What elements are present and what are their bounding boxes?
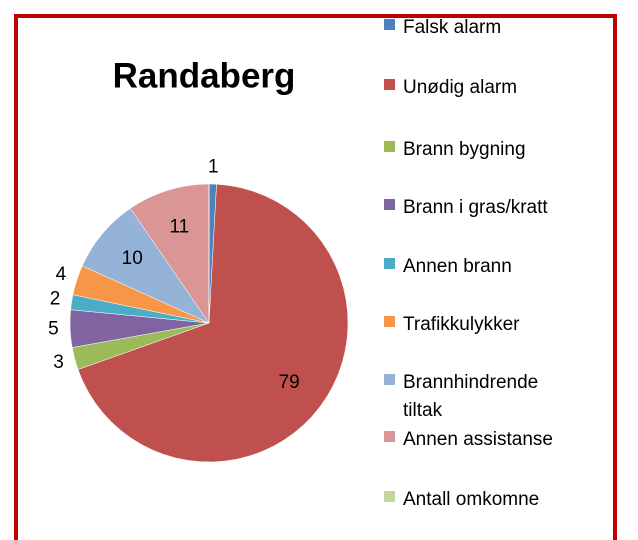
data-label: 10 [122,248,143,269]
legend-swatch [384,199,395,210]
legend-entry: Brann bygning [384,136,573,164]
pie-slice [130,183,210,324]
legend-label: Antall omkomne [403,489,540,510]
chart-title: Randaberg [113,56,296,95]
legend-entry: Annen assistanse [384,426,573,454]
legend-label: Falsk alarm [403,17,502,38]
legend-label: Trafikkulykker [403,314,520,335]
legend-label: Brannhindrende tiltak [403,372,539,421]
legend-swatch [384,374,395,385]
chart-border [14,14,617,540]
legend-swatch [384,258,395,269]
data-label: 1 [208,156,219,177]
legend-label: Annen brann [403,256,512,277]
pie-slice [77,183,349,463]
legend-label: Brann bygning [403,139,526,160]
legend-entry: Brann i gras/kratt [384,194,573,222]
legend-label: Brann i gras/kratt [403,197,548,218]
data-label: 11 [170,216,190,237]
data-label: 79 [279,372,300,393]
legend-swatch [384,431,395,442]
legend-label: Annen assistanse [403,429,553,450]
legend-swatch [384,19,395,30]
legend-entry: Trafikkulykker [384,311,573,339]
data-label: 5 [48,318,59,339]
data-label: 4 [56,264,67,285]
legend-label: Unødig alarm [403,77,518,98]
legend-swatch [384,491,395,502]
legend-entry: Falsk alarm [384,14,573,42]
legend-entry: Antall omkomne [384,486,573,514]
legend-swatch [384,316,395,327]
legend-swatch [384,141,395,152]
legend-entry: Unødig alarm [384,74,573,102]
data-label: 3 [53,352,64,373]
data-label: 2 [50,289,61,310]
legend-entry: Brannhindrende tiltak [384,369,573,425]
legend-entry: Annen brann [384,253,573,281]
legend-swatch [384,79,395,90]
